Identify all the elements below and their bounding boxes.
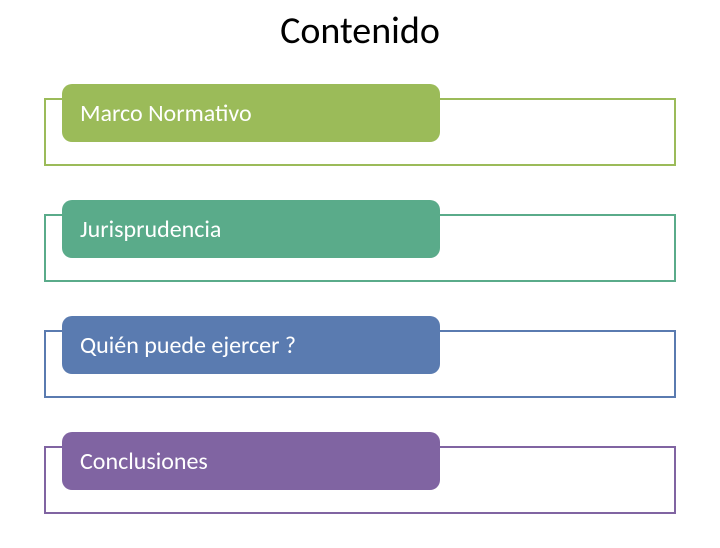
item-pill: Conclusiones [62, 432, 440, 490]
item-pill: Marco Normativo [62, 84, 440, 142]
list-item: Quién puede ejercer ? [44, 316, 676, 398]
page-title: Contenido [0, 8, 720, 54]
item-label: Quién puede ejercer ? [80, 331, 296, 360]
item-pill: Quién puede ejercer ? [62, 316, 440, 374]
item-label: Jurisprudencia [80, 215, 221, 244]
content-list: Marco Normativo Jurisprudencia Quién pue… [0, 84, 720, 514]
item-label: Conclusiones [80, 447, 208, 476]
item-label: Marco Normativo [80, 99, 252, 128]
list-item: Jurisprudencia [44, 200, 676, 282]
list-item: Conclusiones [44, 432, 676, 514]
item-pill: Jurisprudencia [62, 200, 440, 258]
list-item: Marco Normativo [44, 84, 676, 166]
